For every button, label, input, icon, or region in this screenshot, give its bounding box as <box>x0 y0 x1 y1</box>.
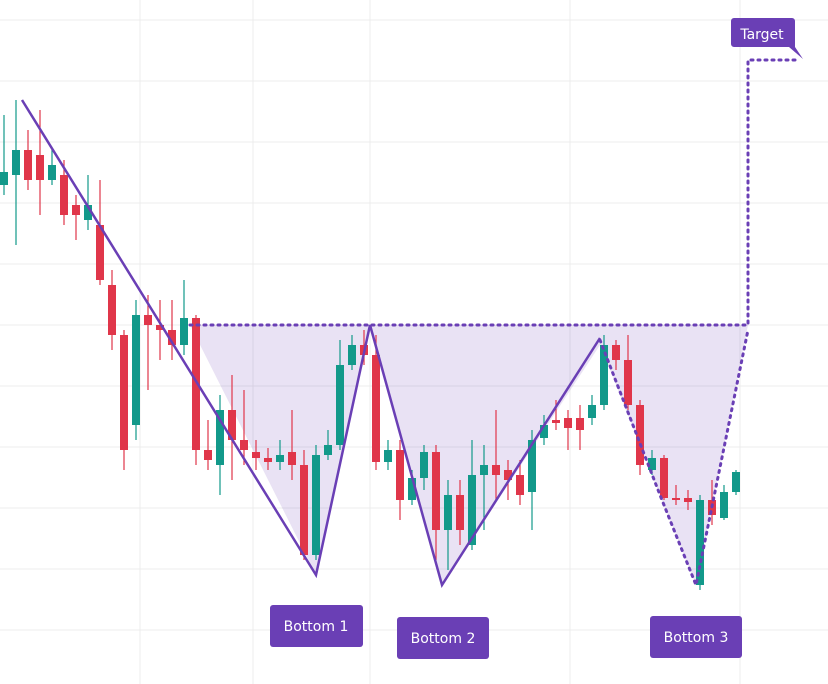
neckline <box>188 58 802 327</box>
candle-body <box>288 452 296 465</box>
pattern-area <box>190 325 748 585</box>
candle-body <box>516 475 524 495</box>
candle-body <box>576 418 584 430</box>
candle-body <box>96 225 104 280</box>
candle-body <box>312 455 320 555</box>
candle-body <box>48 165 56 180</box>
label-text: Bottom 2 <box>411 631 476 647</box>
bottom-1-label: Bottom 1 <box>270 605 363 647</box>
candle-body <box>252 452 260 458</box>
candle-body <box>348 345 356 365</box>
candle-body <box>420 452 428 478</box>
candle-body <box>204 450 212 460</box>
candle-body <box>192 318 200 450</box>
candle-body <box>432 452 440 530</box>
candle-body <box>528 440 536 492</box>
candle-body <box>720 492 728 518</box>
candle-body <box>276 455 284 462</box>
label-text: Target <box>739 27 784 43</box>
candle-body <box>564 418 572 428</box>
candle-body <box>12 150 20 175</box>
candle-body <box>168 330 176 345</box>
label-box <box>650 616 742 658</box>
target-label: Target <box>731 18 803 59</box>
candle-body <box>468 475 476 545</box>
candle-body <box>216 410 224 465</box>
candle-body <box>156 325 164 330</box>
candle-body <box>120 335 128 450</box>
candle-body <box>132 315 140 425</box>
candle-body <box>612 345 620 360</box>
candle-body <box>456 495 464 530</box>
label-text: Bottom 1 <box>284 619 349 635</box>
candle-body <box>552 420 560 423</box>
candle-body <box>636 405 644 465</box>
candle-body <box>684 498 692 502</box>
candle-body <box>36 155 44 180</box>
candle-body <box>672 498 680 500</box>
candle-body <box>384 450 392 462</box>
candle-body <box>492 465 500 475</box>
candle-body <box>24 150 32 180</box>
candle-body <box>372 355 380 462</box>
candle-body <box>240 440 248 450</box>
candle-body <box>624 360 632 405</box>
candle-body <box>0 172 8 185</box>
candle-body <box>648 458 656 470</box>
candle-body <box>732 472 740 492</box>
label-box <box>397 617 489 659</box>
candle-body <box>696 500 704 585</box>
candle-body <box>396 450 404 500</box>
candle-body <box>408 478 416 500</box>
candle-body <box>180 318 188 345</box>
candle-body <box>480 465 488 475</box>
candle-body <box>660 458 668 498</box>
candle-body <box>72 205 80 215</box>
candle-body <box>264 458 272 462</box>
third-leg <box>598 328 750 591</box>
bottom-3-label: Bottom 3 <box>650 616 742 658</box>
candle-body <box>444 495 452 530</box>
candle-body <box>588 405 596 418</box>
candle-body <box>228 410 236 440</box>
candle-body <box>504 470 512 480</box>
candle-body <box>600 345 608 405</box>
candle-body <box>144 315 152 325</box>
candle-body <box>324 445 332 455</box>
candle-body <box>300 465 308 555</box>
label-text: Bottom 3 <box>664 630 729 646</box>
candle-body <box>540 425 548 438</box>
bottom-2-label: Bottom 2 <box>397 617 489 659</box>
label-box <box>270 605 363 647</box>
candle-body <box>60 175 68 215</box>
candle-body <box>336 365 344 445</box>
candle-body <box>108 285 116 335</box>
zigzag-line <box>20 99 602 589</box>
candle-body <box>84 205 92 220</box>
label-box <box>731 18 803 59</box>
